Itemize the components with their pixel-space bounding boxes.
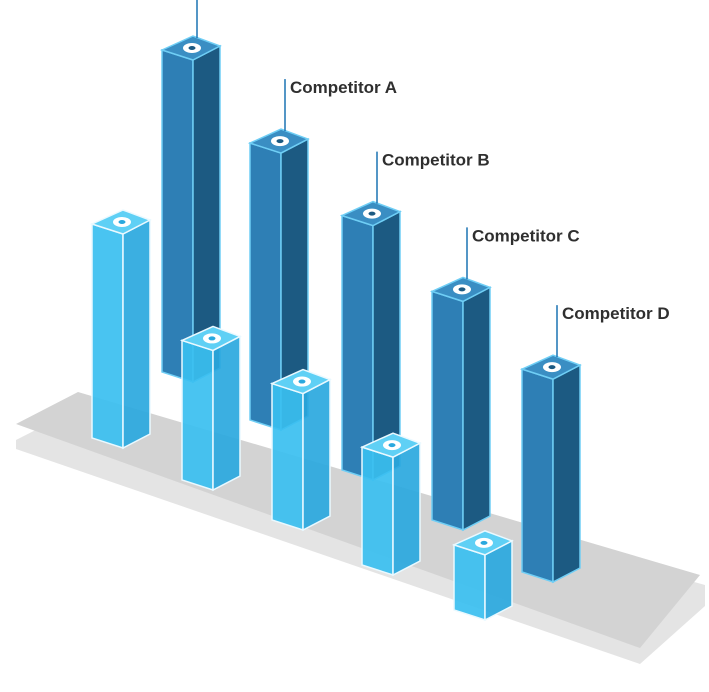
front-bar-front-face xyxy=(453,543,486,622)
back-bar-front-face xyxy=(341,214,374,482)
back-bar-3 xyxy=(429,276,492,532)
ring-dot-center xyxy=(548,365,556,370)
back-bar-side-face xyxy=(552,363,581,584)
ring-dot-center xyxy=(208,336,216,341)
front-bar-2 xyxy=(269,368,332,532)
front-bar-3 xyxy=(359,432,422,577)
ring-dot-center xyxy=(276,139,284,144)
back-bar-front-face xyxy=(431,290,464,532)
front-bar-front-face xyxy=(271,382,304,532)
front-bar-side-face xyxy=(212,335,241,492)
ring-dot-center xyxy=(118,220,126,224)
back-bar-0 xyxy=(159,35,222,384)
ring-dot-center xyxy=(480,540,488,545)
back-bar-side-face xyxy=(462,286,491,532)
front-bar-1 xyxy=(179,325,242,492)
back-bar-1 xyxy=(247,128,310,432)
ring-dot-center xyxy=(188,46,196,50)
front-bar-front-face xyxy=(361,446,394,577)
category-label: Competitor C xyxy=(472,226,580,245)
ring-dot-center xyxy=(458,287,466,292)
category-label: Competitor D xyxy=(562,304,670,323)
ring-dot-center xyxy=(298,379,306,384)
front-bar-side-face xyxy=(122,218,151,450)
front-bar-front-face xyxy=(91,222,124,450)
back-bar-front-face xyxy=(521,368,554,584)
front-bar-0 xyxy=(89,209,152,450)
category-label: MEDAL xyxy=(202,0,262,4)
front-bar-side-face xyxy=(392,441,421,577)
front-bar-4 xyxy=(451,530,514,622)
back-bar-front-face xyxy=(161,48,194,384)
chart-bars xyxy=(89,35,582,622)
ring-dot-center xyxy=(368,211,376,216)
category-label: Competitor B xyxy=(382,151,490,170)
front-bar-front-face xyxy=(181,339,214,492)
chart-labels: MEDAL Competitor A Competitor B Competitor … xyxy=(196,0,670,358)
ring-dot-center xyxy=(388,443,396,448)
front-bar-side-face xyxy=(302,378,331,532)
category-label: Competitor A xyxy=(290,78,397,97)
back-bar-4 xyxy=(519,354,582,584)
